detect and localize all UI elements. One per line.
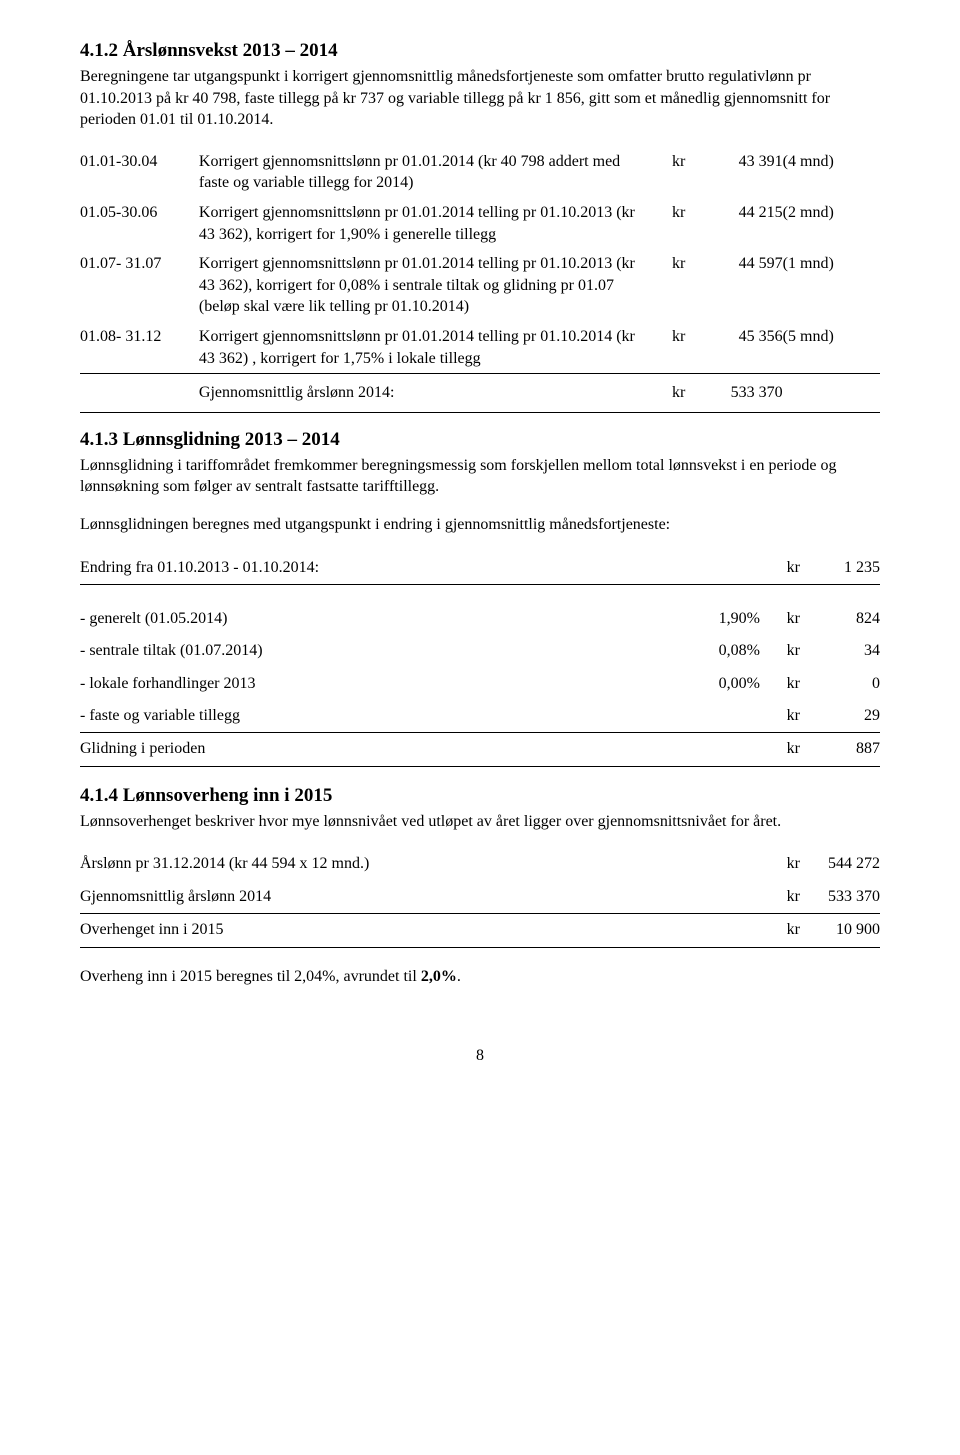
- row-414: Gjennomsnittlig årslønn 2014 kr 533 370: [80, 881, 880, 913]
- row-label: Årslønn pr 31.12.2014 (kr 44 594 x 12 mn…: [80, 848, 760, 880]
- intro-414: Lønnsoverhenget beskriver hvor mye lønns…: [80, 811, 880, 833]
- item-label: - generelt (01.05.2014): [80, 603, 680, 635]
- calc-table-412: 01.01-30.04 Korrigert gjennomsnittslønn …: [80, 147, 880, 413]
- item-pct: [680, 700, 760, 732]
- item-value: 34: [800, 635, 880, 667]
- row-value: 533 370: [800, 881, 880, 913]
- amount: 43 391: [685, 147, 782, 198]
- amount: 44 215: [685, 198, 782, 249]
- item-label: - lokale forhandlinger 2013: [80, 668, 680, 700]
- summary-amount: 533 370: [685, 374, 782, 412]
- item-value: 0: [800, 668, 880, 700]
- mnd: (4 mnd): [783, 147, 880, 198]
- desc: Korrigert gjennomsnittslønn pr 01.01.201…: [199, 249, 653, 322]
- item-label: - sentrale tiltak (01.07.2014): [80, 635, 680, 667]
- kr-label: kr: [760, 881, 800, 913]
- item-pct: 1,90%: [680, 603, 760, 635]
- period: 01.07- 31.07: [80, 249, 199, 322]
- row-value: 544 272: [800, 848, 880, 880]
- heading-412: 4.1.2 Årslønnsvekst 2013 – 2014: [80, 40, 880, 62]
- p1-413: Lønnsglidning i tariffområdet fremkommer…: [80, 455, 880, 498]
- mnd: (5 mnd): [783, 322, 880, 373]
- final-414: Overheng inn i 2015 beregnes til 2,04%, …: [80, 966, 880, 988]
- final-text-suffix: .: [457, 968, 461, 985]
- table-414: Årslønn pr 31.12.2014 (kr 44 594 x 12 mn…: [80, 848, 880, 947]
- final-bold: 2,0%: [421, 968, 457, 985]
- item-label: - faste og variable tillegg: [80, 700, 680, 732]
- kr-label: kr: [653, 147, 685, 198]
- row-414: Årslønn pr 31.12.2014 (kr 44 594 x 12 mn…: [80, 848, 880, 880]
- calc-row: 01.01-30.04 Korrigert gjennomsnittslønn …: [80, 147, 880, 198]
- glidning-value: 887: [800, 733, 880, 765]
- glidning-row: Glidning i perioden kr 887: [80, 733, 880, 765]
- kr-label: kr: [760, 552, 800, 584]
- endring-label: Endring fra 01.10.2013 - 01.10.2014:: [80, 552, 680, 584]
- desc: Korrigert gjennomsnittslønn pr 01.01.201…: [199, 147, 653, 198]
- document-page: 4.1.2 Årslønnsvekst 2013 – 2014 Beregnin…: [0, 0, 960, 1105]
- kr-label: kr: [760, 914, 800, 946]
- heading-414: 4.1.4 Lønnsoverheng inn i 2015: [80, 785, 880, 807]
- p2-413: Lønnsglidningen beregnes med utgangspunk…: [80, 514, 880, 536]
- amount: 44 597: [685, 249, 782, 322]
- item-pct: 0,08%: [680, 635, 760, 667]
- kr-label: kr: [760, 733, 800, 765]
- period: 01.08- 31.12: [80, 322, 199, 373]
- period: 01.01-30.04: [80, 147, 199, 198]
- overheng-row: Overhenget inn i 2015 kr 10 900: [80, 914, 880, 946]
- overheng-label: Overhenget inn i 2015: [80, 914, 760, 946]
- kr-label: kr: [760, 635, 800, 667]
- amount: 45 356: [685, 322, 782, 373]
- kr-label: kr: [760, 848, 800, 880]
- summary-label: Gjennomsnittlig årslønn 2014:: [199, 374, 653, 412]
- kr-label: kr: [760, 668, 800, 700]
- item-row: - sentrale tiltak (01.07.2014) 0,08% kr …: [80, 635, 880, 667]
- final-text-prefix: Overheng inn i 2015 beregnes til 2,04%, …: [80, 968, 421, 985]
- item-row: - faste og variable tillegg kr 29: [80, 700, 880, 732]
- item-value: 29: [800, 700, 880, 732]
- item-row: - lokale forhandlinger 2013 0,00% kr 0: [80, 668, 880, 700]
- kr-label: kr: [653, 198, 685, 249]
- kr-label: kr: [760, 603, 800, 635]
- kr-label: kr: [653, 322, 685, 373]
- endring-table: Endring fra 01.10.2013 - 01.10.2014: kr …: [80, 552, 880, 585]
- overheng-value: 10 900: [800, 914, 880, 946]
- desc: Korrigert gjennomsnittslønn pr 01.01.201…: [199, 198, 653, 249]
- calc-row: 01.05-30.06 Korrigert gjennomsnittslønn …: [80, 198, 880, 249]
- endring-value: 1 235: [800, 552, 880, 584]
- item-row: - generelt (01.05.2014) 1,90% kr 824: [80, 603, 880, 635]
- mnd: (2 mnd): [783, 198, 880, 249]
- glidning-label: Glidning i perioden: [80, 733, 680, 765]
- item-value: 824: [800, 603, 880, 635]
- items-table-413: - generelt (01.05.2014) 1,90% kr 824 - s…: [80, 603, 880, 767]
- calc-row: 01.08- 31.12 Korrigert gjennomsnittslønn…: [80, 322, 880, 373]
- item-pct: 0,00%: [680, 668, 760, 700]
- page-number: 8: [80, 1047, 880, 1065]
- heading-413: 4.1.3 Lønnsglidning 2013 – 2014: [80, 429, 880, 451]
- desc: Korrigert gjennomsnittslønn pr 01.01.201…: [199, 322, 653, 373]
- row-label: Gjennomsnittlig årslønn 2014: [80, 881, 760, 913]
- mnd: (1 mnd): [783, 249, 880, 322]
- kr-label: kr: [653, 249, 685, 322]
- calc-row: 01.07- 31.07 Korrigert gjennomsnittslønn…: [80, 249, 880, 322]
- period: 01.05-30.06: [80, 198, 199, 249]
- kr-label: kr: [653, 374, 685, 412]
- kr-label: kr: [760, 700, 800, 732]
- intro-412: Beregningene tar utgangspunkt i korriger…: [80, 66, 880, 131]
- summary-row: Gjennomsnittlig årslønn 2014: kr 533 370: [80, 374, 880, 412]
- endring-row: Endring fra 01.10.2013 - 01.10.2014: kr …: [80, 552, 880, 584]
- rule: [80, 412, 880, 413]
